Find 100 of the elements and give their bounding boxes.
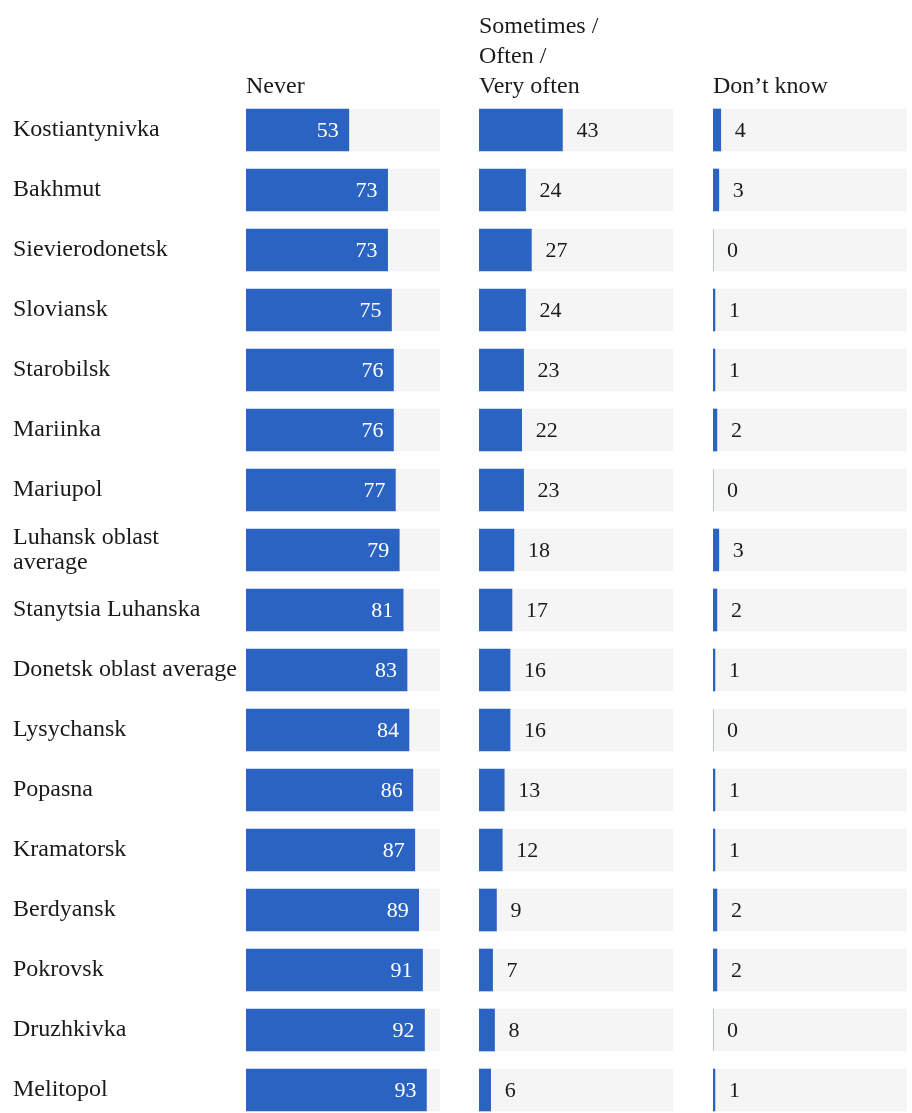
y-tick-label: Stanytsia Luhanska bbox=[13, 595, 201, 622]
data-label: 79 bbox=[367, 536, 390, 562]
data-label: 87 bbox=[382, 836, 405, 862]
y-tick-label: Kostiantynivka bbox=[13, 115, 160, 142]
bar bbox=[479, 528, 515, 572]
data-label: 2 bbox=[730, 416, 742, 442]
bar bbox=[479, 708, 511, 752]
data-label: 73 bbox=[355, 236, 378, 262]
bar bbox=[720, 108, 907, 152]
data-label: 13 bbox=[518, 776, 541, 802]
data-label: 0 bbox=[727, 716, 738, 742]
y-tick-label: Kramatorsk bbox=[13, 835, 127, 862]
bar bbox=[246, 288, 392, 332]
bar bbox=[387, 168, 440, 212]
data-label: 53 bbox=[316, 116, 339, 142]
y-tick-label: Berdyansk bbox=[13, 895, 116, 922]
bar bbox=[402, 588, 440, 632]
data-label: 1 bbox=[728, 776, 740, 802]
data-label: 3 bbox=[732, 176, 744, 202]
bar bbox=[246, 108, 350, 152]
bar bbox=[714, 348, 907, 392]
data-label: 89 bbox=[386, 896, 409, 922]
data-label: 0 bbox=[727, 236, 738, 262]
data-label: 1 bbox=[728, 356, 740, 382]
data-label: 81 bbox=[371, 596, 394, 622]
data-label: 9 bbox=[510, 896, 522, 922]
data-label: 2 bbox=[730, 896, 742, 922]
data-label: 3 bbox=[732, 536, 744, 562]
data-label: 1 bbox=[728, 836, 740, 862]
data-label: 1 bbox=[728, 1076, 740, 1102]
bar bbox=[714, 768, 907, 812]
data-label: 2 bbox=[730, 596, 742, 622]
bar bbox=[422, 948, 440, 992]
bar bbox=[406, 648, 440, 692]
data-label: 0 bbox=[727, 1016, 738, 1042]
y-tick-label: Pokrovsk bbox=[13, 955, 104, 982]
data-label: 92 bbox=[392, 1016, 415, 1042]
data-label: 24 bbox=[539, 176, 562, 202]
data-label: 2 bbox=[730, 956, 742, 982]
data-label: 91 bbox=[390, 956, 413, 982]
bar bbox=[716, 408, 907, 452]
bar bbox=[503, 768, 673, 812]
bar bbox=[391, 288, 440, 332]
bar bbox=[714, 1068, 907, 1112]
bar bbox=[246, 168, 388, 212]
bar bbox=[479, 1008, 495, 1052]
bar bbox=[246, 468, 396, 512]
data-label: 23 bbox=[537, 356, 560, 382]
bar bbox=[523, 348, 673, 392]
bar bbox=[718, 168, 907, 212]
bar bbox=[393, 348, 440, 392]
data-label: 8 bbox=[508, 1016, 520, 1042]
bar bbox=[479, 948, 493, 992]
data-label: 16 bbox=[524, 656, 547, 682]
bar bbox=[713, 888, 718, 932]
y-tick-label: Druzhkivka bbox=[13, 1015, 127, 1042]
bar bbox=[246, 1068, 427, 1112]
bar bbox=[501, 828, 673, 872]
y-tick-label: Popasna bbox=[13, 775, 94, 802]
data-label: 76 bbox=[361, 356, 384, 382]
data-label: 75 bbox=[359, 296, 382, 322]
chart-title: Don’t know bbox=[713, 71, 828, 100]
bar bbox=[246, 648, 408, 692]
bar bbox=[511, 588, 673, 632]
data-label: 7 bbox=[506, 956, 518, 982]
bar bbox=[531, 228, 673, 272]
bar bbox=[718, 528, 907, 572]
y-tick-label: Luhansk oblast average bbox=[13, 522, 160, 574]
data-label: 76 bbox=[361, 416, 384, 442]
bar bbox=[509, 648, 673, 692]
bar bbox=[395, 468, 440, 512]
bar bbox=[246, 888, 419, 932]
bar bbox=[713, 168, 720, 212]
bar bbox=[479, 288, 526, 332]
chart-title: Sometimes / Often / Very often bbox=[479, 11, 599, 100]
bar bbox=[713, 468, 907, 512]
bar bbox=[713, 1008, 907, 1052]
data-label: 17 bbox=[525, 596, 548, 622]
bar bbox=[246, 348, 394, 392]
bar bbox=[713, 108, 722, 152]
bar bbox=[479, 408, 523, 452]
bar bbox=[713, 528, 720, 572]
bar bbox=[479, 768, 505, 812]
y-tick-label: Mariupol bbox=[13, 475, 103, 502]
bar bbox=[492, 948, 673, 992]
bar bbox=[246, 528, 400, 572]
bar bbox=[414, 828, 440, 872]
data-label: 1 bbox=[728, 296, 740, 322]
bar bbox=[523, 468, 673, 512]
y-tick-label: Lysychansk bbox=[13, 715, 127, 742]
bar bbox=[714, 288, 907, 332]
bar bbox=[713, 228, 907, 272]
bar bbox=[716, 948, 907, 992]
bar bbox=[525, 288, 673, 332]
data-label: 16 bbox=[524, 716, 547, 742]
bar bbox=[246, 768, 414, 812]
data-label: 83 bbox=[375, 656, 398, 682]
y-tick-label: Sievierodonetsk bbox=[13, 235, 168, 262]
bar bbox=[713, 708, 907, 752]
bar bbox=[408, 708, 440, 752]
